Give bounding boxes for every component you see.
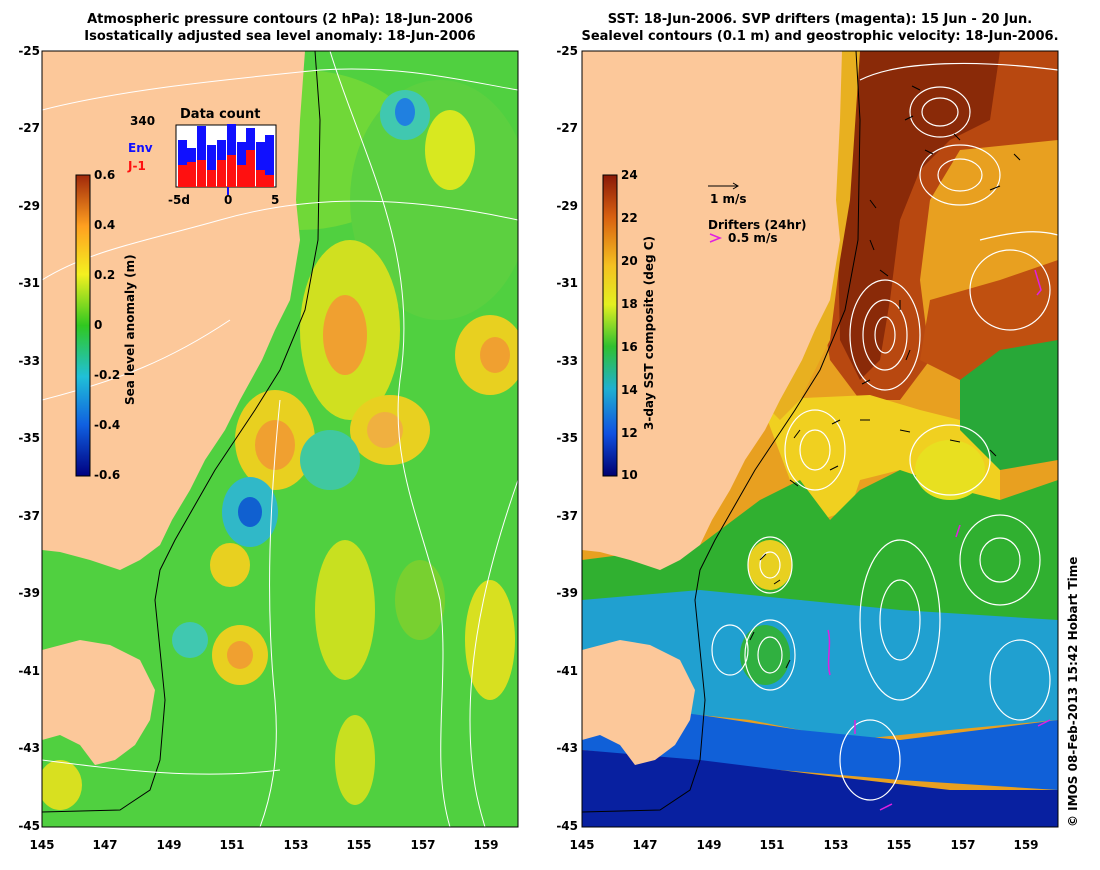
right-lon-tick: 157 xyxy=(950,838,976,852)
right-lon-tick: 153 xyxy=(823,838,849,852)
inset-j1-label: J-1 xyxy=(128,159,146,173)
left-lon-tick: 159 xyxy=(473,838,499,852)
right-title-line1: SST: 18-Jun-2006. SVP drifters (magenta)… xyxy=(607,12,1033,27)
left-lon-tick: 153 xyxy=(283,838,309,852)
imos-credit: © IMOS 08-Feb-2013 15:42 Hobart Time xyxy=(1066,556,1080,827)
inset-bars-j1 xyxy=(178,150,274,187)
left-lat-tick: -27 xyxy=(18,121,40,135)
inset-title: Data count xyxy=(180,107,261,122)
right-lon-tick: 151 xyxy=(759,838,785,852)
sst-colorbar-tick: 22 xyxy=(621,211,638,225)
left-lon-tick: 147 xyxy=(92,838,118,852)
sla-colorbar-tick: -0.2 xyxy=(94,368,121,382)
right-lat-tick: -37 xyxy=(556,509,578,523)
sla-colorbar-tick: -0.4 xyxy=(94,418,121,432)
left-lat-tick: -37 xyxy=(18,509,40,523)
sla-colorbar-tick: 0 xyxy=(94,318,103,332)
inset-max-label: 340 xyxy=(130,114,156,128)
right-lat-tick: -45 xyxy=(556,819,578,833)
sla-colorbar-tick: -0.6 xyxy=(94,468,121,482)
right-lat-tick: -33 xyxy=(556,354,578,368)
inset-env-label: Env xyxy=(128,141,153,155)
left-lat-tick: -33 xyxy=(18,354,40,368)
sst-colorbar-tick: 14 xyxy=(621,383,638,397)
sst-colorbar-tick: 16 xyxy=(621,340,638,354)
right-lat-tick: -39 xyxy=(556,586,578,600)
right-lat-tick: -27 xyxy=(556,121,578,135)
right-lon-tick: 159 xyxy=(1013,838,1039,852)
sla-colorbar-label: Sea level anomaly (m) xyxy=(123,254,137,405)
sst-colorbar-tick: 24 xyxy=(621,168,638,182)
right-lat-tick: -31 xyxy=(556,276,578,290)
velocity-scale-label: 1 m/s xyxy=(710,192,747,206)
sst-colorbar-tick: 10 xyxy=(621,468,638,482)
data-count-inset xyxy=(175,124,277,195)
drifters-speed-label: 0.5 m/s xyxy=(728,231,778,245)
left-title-line1: Atmospheric pressure contours (2 hPa): 1… xyxy=(87,12,473,27)
left-lat-tick: -45 xyxy=(18,819,40,833)
left-lon-tick: 149 xyxy=(156,838,182,852)
sla-colorbar-tick: 0.4 xyxy=(94,218,116,232)
right-lon-tick: 149 xyxy=(696,838,722,852)
left-title-line2: Isostatically adjusted sea level anomaly… xyxy=(84,29,476,44)
inset-x-tick: -5d xyxy=(168,193,190,207)
right-lat-tick: -25 xyxy=(556,44,578,58)
sla-colorbar-tick: 0.6 xyxy=(94,168,116,182)
left-lat-tick: -35 xyxy=(18,431,40,445)
sla-colorbar-tick: 0.2 xyxy=(94,268,116,282)
left-lat-tick: -25 xyxy=(18,44,40,58)
right-lon-tick: 147 xyxy=(632,838,658,852)
left-lon-tick: 145 xyxy=(29,838,55,852)
right-lon-tick: 155 xyxy=(886,838,912,852)
right-lat-tick: -35 xyxy=(556,431,578,445)
sst-colorbar-tick: 12 xyxy=(621,426,638,440)
sst-colorbar-tick: 20 xyxy=(621,254,638,268)
left-lon-tick: 151 xyxy=(219,838,245,852)
sst-colorbar xyxy=(602,174,618,477)
left-lon-tick: 157 xyxy=(410,838,436,852)
left-lat-tick: -43 xyxy=(18,741,40,755)
sla-colorbar xyxy=(75,174,91,477)
velocity-scale-arrow xyxy=(708,182,739,190)
right-lat-tick: -29 xyxy=(556,199,578,213)
left-lat-tick: -41 xyxy=(18,664,40,678)
right-title-line2: Sealevel contours (0.1 m) and geostrophi… xyxy=(581,29,1059,44)
right-lon-tick: 145 xyxy=(569,838,595,852)
right-lat-tick: -41 xyxy=(556,664,578,678)
inset-x-tick: 5 xyxy=(271,193,280,207)
right-lat-tick: -43 xyxy=(556,741,578,755)
left-lat-tick: -31 xyxy=(18,276,40,290)
left-lat-tick: -29 xyxy=(18,199,40,213)
left-lat-tick: -39 xyxy=(18,586,40,600)
sst-colorbar-tick: 18 xyxy=(621,297,638,311)
left-lon-tick: 155 xyxy=(346,838,372,852)
right-map xyxy=(582,51,1058,827)
drifters-legend-label: Drifters (24hr) xyxy=(708,218,807,232)
inset-x-tick: 0 xyxy=(224,193,233,207)
drifter-legend-icon xyxy=(709,233,723,243)
sst-colorbar-label: 3-day SST composite (deg C) xyxy=(642,235,656,430)
